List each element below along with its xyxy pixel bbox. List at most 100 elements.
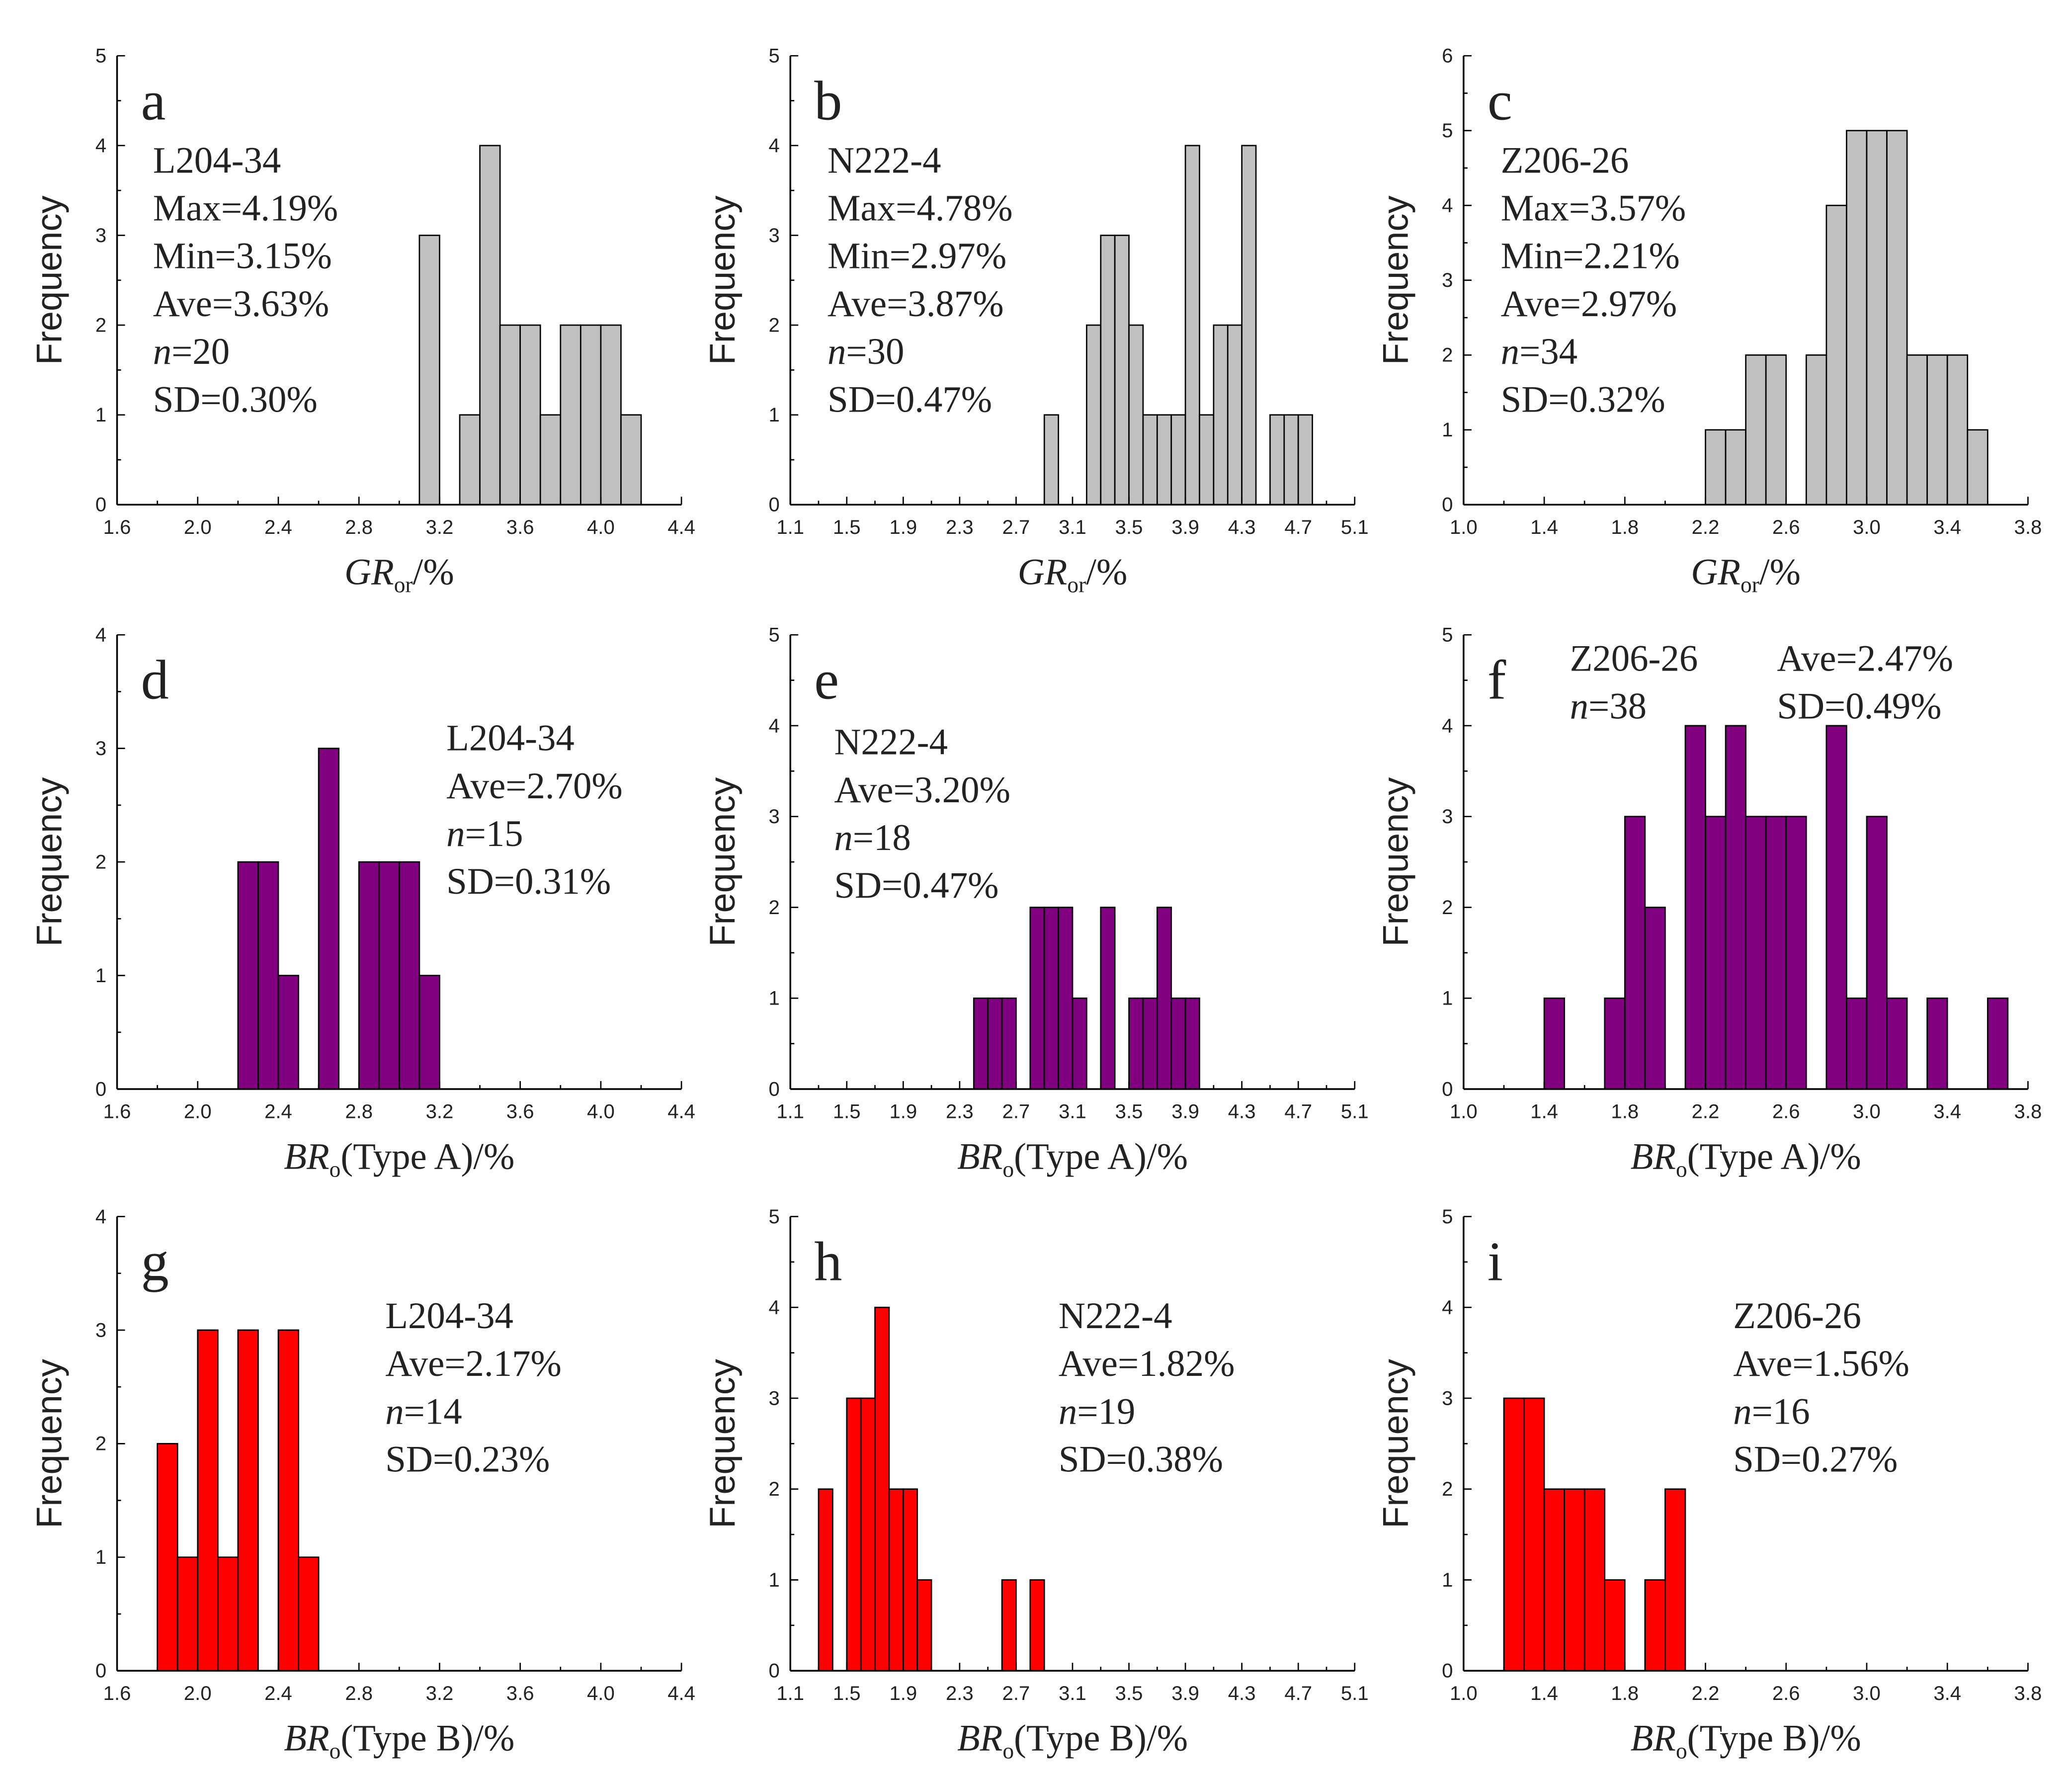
y-tick-label: 0 <box>1442 1078 1453 1100</box>
y-tick-label: 1 <box>1442 988 1453 1010</box>
x-tick-label: 2.3 <box>946 1101 974 1123</box>
y-tick-label: 0 <box>95 1078 106 1100</box>
panel-g: 0 1 2 3 4 1.6 2.0 2.4 2.8 3.2 3.6 4.0 4.4 Frequency BR… <box>29 1206 695 1764</box>
stat-line: SD=0.31% <box>446 863 611 903</box>
histogram-bar <box>1213 324 1229 506</box>
histogram-bar <box>1886 130 1908 506</box>
histogram-bar <box>1503 1397 1525 1672</box>
histogram-bar <box>1564 1488 1585 1672</box>
x-tick-label: 4.0 <box>587 516 615 538</box>
x-tick-label: 2.6 <box>1772 516 1800 538</box>
stat-line-box: SD=0.31% <box>446 863 611 903</box>
stat-line: L204-34 <box>446 720 575 760</box>
stat-line-box: Max=3.57% <box>1501 190 1686 229</box>
stat-sample-count: n=16 <box>1733 1393 1810 1433</box>
x-tick-label: 5.1 <box>1341 1683 1369 1704</box>
panel-letter: a <box>141 70 166 132</box>
histogram-bar <box>1227 324 1243 506</box>
x-tick-label: 1.0 <box>1450 516 1478 538</box>
histogram-bar <box>1184 997 1200 1090</box>
histogram-bar <box>1765 816 1787 1090</box>
x-tick-label: 1.4 <box>1530 516 1558 538</box>
y-axis-label: Frequency <box>29 1359 69 1528</box>
x-label-suffix: /% <box>1086 552 1127 593</box>
histogram-bar <box>277 1329 299 1672</box>
panel-b: 0 1 2 3 4 5 1.1 1.5 1.9 2.3 2.7 3.1 3.5 3.9 4.3 4.7 5.1 F… <box>703 45 1369 597</box>
y-tick-label: 5 <box>1442 120 1453 142</box>
stat-line-box: Z206-26 <box>1570 640 1698 679</box>
y-tick-label: 1 <box>769 1569 780 1591</box>
histogram-bar <box>1128 324 1144 506</box>
histogram-bar <box>176 1556 199 1672</box>
x-tick-label: 1.6 <box>103 516 131 538</box>
histogram-bar <box>1100 907 1116 1090</box>
panel-letter: b <box>814 70 842 132</box>
panel-e: 0 1 2 3 4 5 1.1 1.5 1.9 2.3 2.7 3.1 3.5 3.9 4.3 4.7 5.1 F… <box>703 624 1369 1182</box>
histogram-bar <box>902 1488 918 1672</box>
x-axis-label: BRo(Type A)/% <box>1631 1136 1861 1182</box>
x-label-subscript: or <box>1740 573 1759 597</box>
y-axis-label: Frequency <box>703 1359 743 1528</box>
histogram-bar <box>1664 1488 1686 1672</box>
panel-letter: g <box>141 1231 169 1293</box>
x-label-main: BR <box>957 1718 1002 1759</box>
x-tick-label: 3.8 <box>2014 1101 2042 1123</box>
stat-line: Ave=2.47% <box>1777 640 1953 680</box>
histogram-bar <box>1170 414 1186 506</box>
histogram-bar <box>1866 816 1888 1090</box>
x-tick-label: 4.7 <box>1284 516 1312 538</box>
stat-line-box: n=15 <box>446 816 523 855</box>
x-tick-label: 3.1 <box>1059 1101 1086 1123</box>
histogram-bar <box>1926 354 1948 506</box>
stat-line-box: SD=0.49% <box>1777 688 1941 727</box>
histogram-bar <box>539 414 562 506</box>
x-tick-label: 3.4 <box>1933 1101 1961 1123</box>
x-tick-label: 1.5 <box>833 1101 861 1123</box>
stat-line: Ave=3.20% <box>834 771 1010 812</box>
histogram-bar <box>973 997 989 1090</box>
histogram-bar <box>1241 145 1257 506</box>
y-tick-label: 0 <box>769 494 780 516</box>
stat-line-box: Ave=3.63% <box>153 285 330 325</box>
x-label-subscript: o <box>1676 1739 1687 1764</box>
stat-line: SD=0.23% <box>385 1441 550 1481</box>
stat-line: N222-4 <box>834 724 948 764</box>
histogram-bar <box>237 1329 259 1672</box>
x-tick-label: 3.2 <box>426 516 454 538</box>
histogram-bar <box>1906 354 1928 506</box>
y-tick-label: 0 <box>1442 1660 1453 1682</box>
x-axis-label: GRor/% <box>344 552 454 597</box>
histogram-bar <box>1142 997 1158 1090</box>
x-tick-label: 2.7 <box>1002 1683 1030 1704</box>
stat-line: SD=0.47% <box>828 381 993 421</box>
histogram-bar <box>378 861 400 1090</box>
histogram-bar <box>600 324 622 506</box>
histogram-bar <box>1825 204 1847 506</box>
x-label-suffix: /% <box>1759 552 1801 593</box>
x-tick-label: 4.7 <box>1284 1683 1312 1704</box>
y-tick-label: 0 <box>95 1660 106 1682</box>
stat-line-box: n=30 <box>828 334 904 373</box>
y-tick-label: 3 <box>1442 269 1453 291</box>
stat-line: SD=0.38% <box>1058 1441 1224 1481</box>
stat-line: Max=4.19% <box>153 190 338 230</box>
histogram-bar <box>1583 1488 1606 1672</box>
histogram-bar <box>157 1443 178 1672</box>
y-tick-label: 3 <box>95 738 106 760</box>
x-tick-label: 4.0 <box>587 1683 615 1704</box>
x-tick-label: 2.2 <box>1692 516 1720 538</box>
x-tick-label: 2.0 <box>184 516 212 538</box>
stat-sample-count: n=38 <box>1570 688 1647 728</box>
stat-line-box: n=14 <box>385 1393 462 1433</box>
x-label-subscript: o <box>1676 1157 1687 1182</box>
stat-line-box: Z206-26 <box>1501 142 1629 181</box>
stat-line: Z206-26 <box>1733 1297 1861 1338</box>
stat-sample-count: n=19 <box>1058 1393 1136 1433</box>
x-tick-label: 4.4 <box>667 516 695 538</box>
x-axis-label: BRo(Type B)/% <box>957 1718 1188 1764</box>
x-tick-label: 3.5 <box>1115 1101 1143 1123</box>
y-tick-label: 5 <box>769 624 780 646</box>
stat-line-box: n=19 <box>1058 1393 1136 1433</box>
panel-letter: h <box>814 1231 842 1293</box>
histogram-bar <box>1866 130 1888 506</box>
